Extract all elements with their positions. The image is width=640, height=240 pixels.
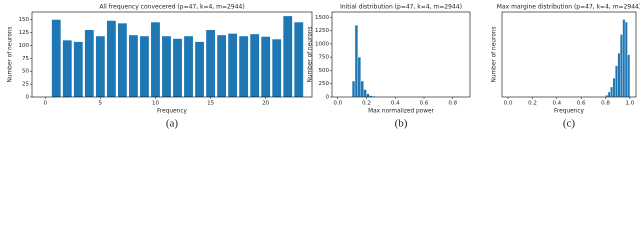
bar [173,38,182,97]
chart-title: Max margine distribution (p=47, k=4, m=2… [497,4,640,11]
histogram-bar [607,91,611,98]
histogram-bar [612,78,616,98]
bar [84,30,94,97]
bar [206,30,215,97]
bar [261,36,271,97]
caption: (a) [166,118,179,130]
y-tick-label: 250 [319,81,330,87]
y-axis-label: Number of neurons [308,27,314,83]
y-tick-label: 1000 [315,41,329,47]
histogram-bar [363,89,367,98]
bar [272,39,282,97]
plot-frame [501,11,637,98]
chart-title: All frequency convecered (p=47, k=4, m=2… [99,4,244,11]
x-tick-label: 0.4 [552,101,561,107]
x-axis-label: Frequency [157,109,188,115]
x-tick-label: 15 [207,101,214,107]
x-tick-label: 0.2 [528,101,537,107]
x-tick-label: 20 [262,101,269,107]
figure: 0 5 10 15 20 0 25 50 75 100 125 150 All frequency co… [8,4,640,130]
y-tick-label: 500 [319,68,330,74]
bar [73,41,83,97]
bar [151,22,160,97]
x-tick-label: 10 [152,101,159,107]
y-axis-label: Number of neurons [492,27,498,83]
x-tick-label: 0.8 [601,101,610,107]
caption: (c) [563,118,576,130]
bar [95,36,105,97]
histogram-bar [366,93,370,98]
plot-frame [331,11,471,98]
bar [117,23,127,97]
y-tick-label: 1500 [315,15,329,21]
histogram-bar [360,80,364,98]
x-tick-label: 0.8 [448,101,457,107]
bar [162,36,171,97]
bar [228,33,238,97]
x-tick-label: 0.4 [391,101,400,107]
histogram-bar [354,25,359,98]
bar [106,20,116,97]
x-axis-label: Frequency [554,109,585,115]
y-tick-label: 50 [22,69,29,75]
bar [62,40,72,97]
bar [51,19,61,97]
chart-title: Initial distribution (p=47, k=4, m=2944) [340,4,462,11]
x-axis-label: Max normalized power [368,109,434,115]
histogram-bar [615,65,618,98]
caption: (b) [395,118,408,130]
y-tick-label: 25 [22,82,29,88]
plot-frame [31,11,313,98]
bar [294,22,304,97]
x-tick-label: 0.6 [420,101,429,107]
x-tick-label: 0.0 [333,101,342,107]
bar [217,35,227,97]
bar [184,36,193,97]
bar [250,34,260,97]
bar [129,35,138,97]
x-tick-label: 0.0 [504,101,513,107]
y-tick-label: 125 [19,30,30,36]
x-tick-label: 0 [43,101,47,107]
x-tick-label: 1.0 [626,101,635,107]
bar [140,36,149,97]
y-tick-label: 100 [19,43,30,49]
histogram-bar [627,54,631,98]
x-tick-label: 0.2 [362,101,371,107]
histogram-bar [351,80,356,98]
x-tick-label: 0.6 [577,101,586,107]
histogram-bar [617,53,621,98]
bar [283,16,293,97]
y-tick-label: 150 [19,17,30,23]
histogram-bar [624,21,628,98]
y-tick-label: 75 [22,56,29,62]
histogram-bar [622,19,626,98]
y-tick-label: 0 [326,95,330,101]
y-tick-label: 0 [26,95,30,101]
bar [239,36,249,97]
y-tick-label: 750 [319,55,330,61]
x-tick-label: 5 [99,101,103,107]
y-tick-label: 1250 [315,28,329,34]
histogram-bar [357,57,361,98]
histogram-bar [610,86,614,98]
y-axis-label: Number of neurons [8,27,14,83]
bar [195,41,204,97]
histogram-bar [620,34,623,98]
